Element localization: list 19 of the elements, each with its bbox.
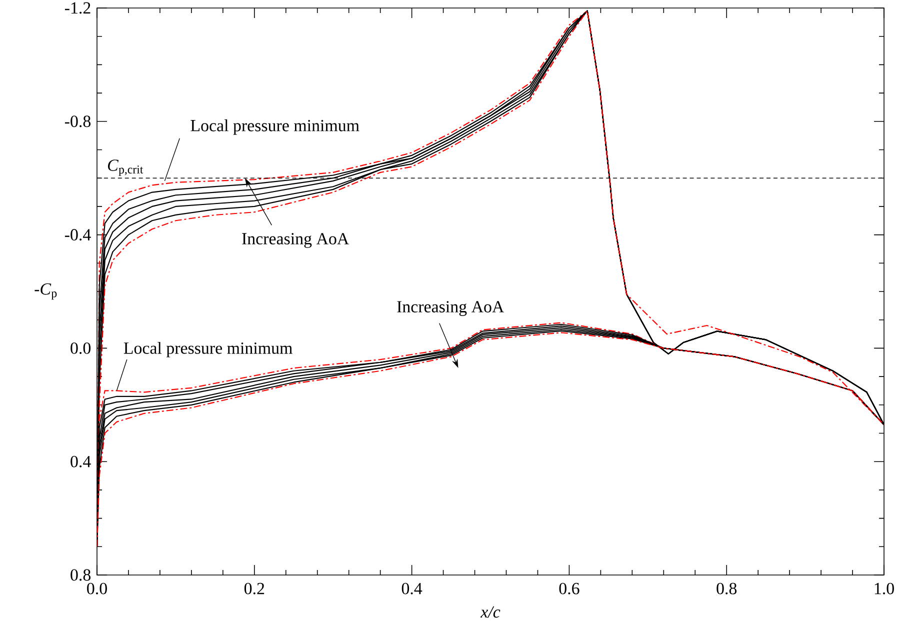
y-tick-label: -0.8 [64,116,91,128]
x-axis-title: x/c [480,606,500,618]
y-tick-label: 0.4 [70,456,91,468]
ref-line-label: C$_{p,crit}$ [108,160,144,176]
y-tick-label: 0.8 [70,569,91,581]
y-axis-title: -C$_{p}$ [34,283,57,300]
x-tick-label: 0.4 [402,582,422,594]
x-tick-label: 0.8 [716,582,737,594]
annotation: Local pressure minimum [124,342,292,358]
y-tick-label: -1.2 [64,2,90,14]
annotation: Increasing AoA [242,233,350,248]
x-tick-label: 0.0 [87,582,107,594]
x-tick-label: 0.2 [244,582,264,594]
x-tick-label: 1.0 [874,582,894,594]
annotation: Local pressure minimum [190,119,360,135]
y-tick-label: -0.4 [64,229,91,241]
y-tick-label: 0.0 [70,342,91,354]
annotation: Increasing AoA [397,301,504,316]
x-tick-label: 0.6 [559,582,580,594]
